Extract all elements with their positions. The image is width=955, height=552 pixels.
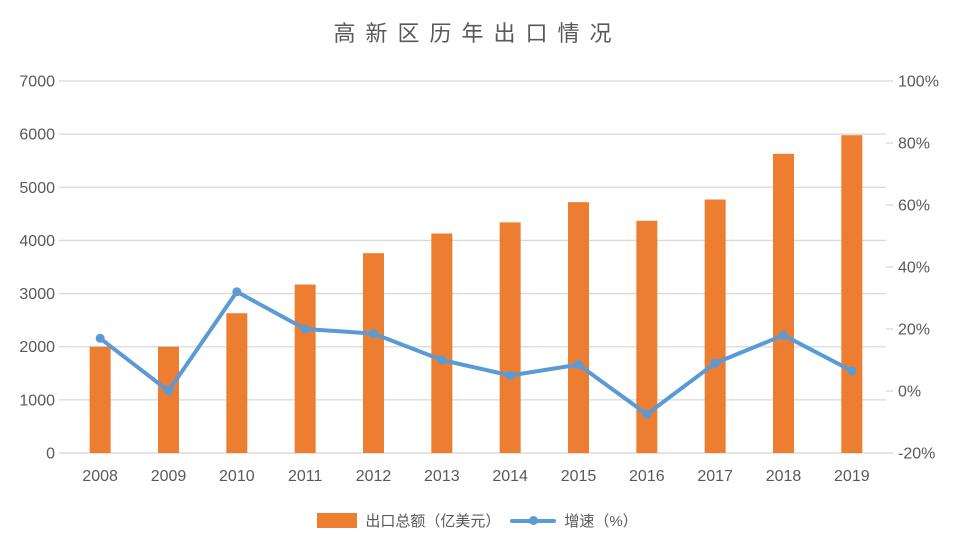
right-axis-tick-label: 0% bbox=[898, 384, 921, 401]
legend-growth-label: 增速（%） bbox=[564, 513, 638, 530]
bar bbox=[841, 135, 863, 453]
right-axis-tick-label: 40% bbox=[898, 260, 930, 277]
legend-item-exports[interactable]: 出口总额（亿美元） bbox=[317, 510, 500, 531]
line-marker-icon bbox=[437, 355, 447, 365]
left-axis-tick-label: 0 bbox=[46, 446, 55, 463]
left-axis-tick-label: 6000 bbox=[19, 127, 55, 144]
left-axis-tick-label: 5000 bbox=[19, 180, 55, 197]
x-axis-label: 2015 bbox=[561, 468, 597, 485]
right-axis-tick-label: 60% bbox=[898, 198, 930, 215]
legend-line-marker-icon bbox=[528, 516, 538, 525]
line-marker-icon bbox=[164, 386, 173, 396]
left-axis-tick-label: 7000 bbox=[19, 74, 55, 91]
line-marker-icon bbox=[847, 366, 857, 376]
line-marker-icon bbox=[232, 287, 242, 297]
bar bbox=[226, 313, 248, 453]
chart-title: 高新区历年出口情况 bbox=[333, 21, 622, 46]
left-axis-tick-label: 3000 bbox=[19, 286, 55, 303]
left-axis-tick-label: 2000 bbox=[19, 339, 55, 356]
x-axis-label: 2011 bbox=[288, 468, 323, 485]
x-axis-label: 2009 bbox=[151, 468, 187, 485]
x-axis-label: 2016 bbox=[629, 468, 665, 485]
bar bbox=[773, 153, 794, 453]
legend-bar-swatch-icon bbox=[317, 513, 358, 528]
x-axis-label: 2018 bbox=[766, 468, 802, 485]
right-axis-tick-label: 20% bbox=[898, 322, 930, 339]
line-marker-icon bbox=[574, 360, 583, 370]
chart-legend: 出口总额（亿美元） 增速（%） bbox=[0, 510, 955, 531]
x-axis-label: 2010 bbox=[219, 468, 255, 485]
x-axis-label: 2008 bbox=[82, 468, 118, 485]
bar bbox=[431, 233, 453, 453]
line-marker-icon bbox=[95, 333, 105, 343]
line-marker-icon bbox=[779, 330, 788, 340]
left-axis-tick-label: 4000 bbox=[19, 233, 55, 250]
legend-exports-label: 出口总额（亿美元） bbox=[365, 513, 501, 530]
growth-line bbox=[98, 289, 854, 417]
x-axis-label: 2014 bbox=[492, 468, 528, 485]
line-marker-icon bbox=[369, 329, 378, 339]
legend-line-swatch-icon bbox=[510, 516, 557, 525]
bar bbox=[636, 220, 658, 453]
bar bbox=[704, 199, 726, 453]
left-axis-tick-label: 1000 bbox=[19, 392, 55, 409]
right-axis-tick-label: -20% bbox=[898, 446, 935, 463]
line-marker-icon bbox=[300, 324, 310, 334]
bar bbox=[363, 253, 384, 453]
legend-item-growth[interactable]: 增速（%） bbox=[510, 510, 638, 531]
x-axis-label: 2017 bbox=[697, 468, 733, 485]
line-marker-icon bbox=[505, 371, 515, 380]
bar bbox=[89, 346, 111, 453]
bar bbox=[499, 222, 521, 453]
bar bbox=[158, 346, 179, 453]
line-marker-icon bbox=[710, 358, 720, 368]
bar bbox=[294, 284, 316, 453]
x-axis-label: 2019 bbox=[834, 468, 870, 485]
x-axis-label: 2013 bbox=[424, 468, 460, 485]
bar bbox=[568, 202, 589, 453]
right-axis-tick-label: 80% bbox=[898, 136, 930, 153]
right-axis-tick-label: 100% bbox=[898, 74, 939, 91]
line-marker-icon bbox=[642, 409, 652, 419]
x-axis-label: 2012 bbox=[356, 468, 392, 485]
